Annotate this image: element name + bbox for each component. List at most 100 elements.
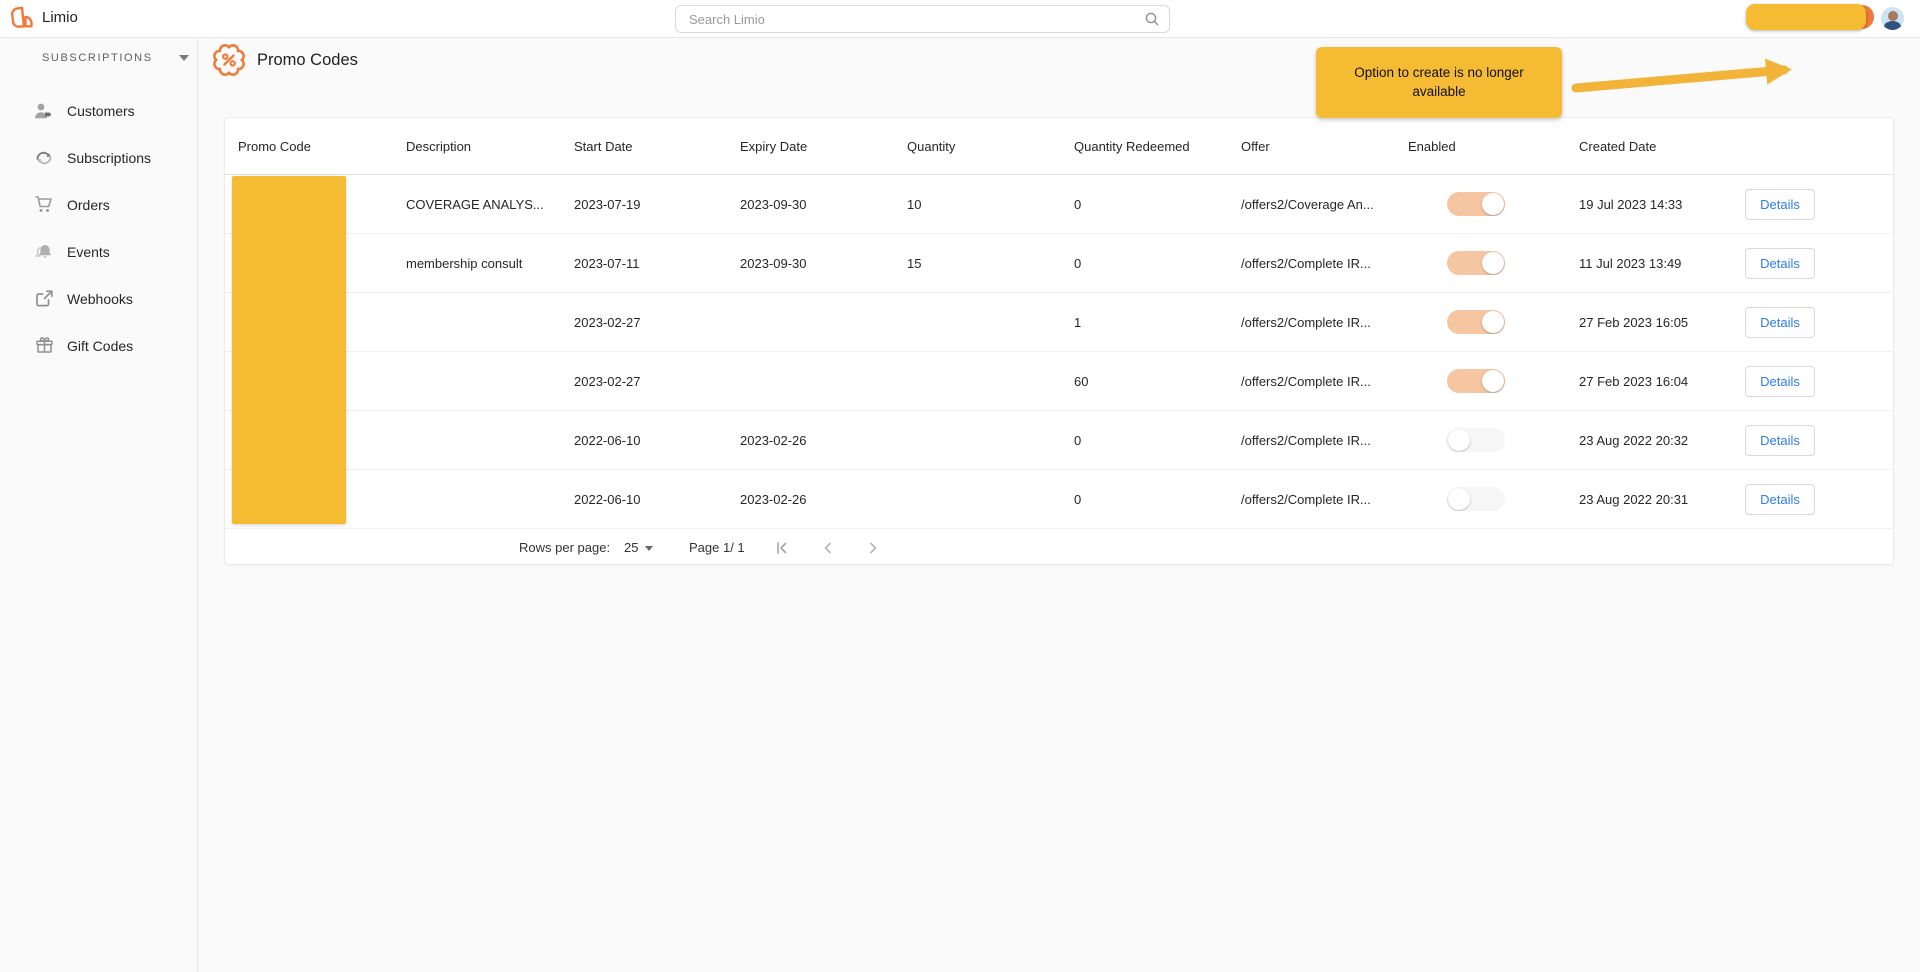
cell-created-date: 23 Aug 2022 20:31 [1579,491,1689,507]
sidebar-item-webhooks[interactable]: Webhooks [0,275,197,322]
sidebar-item-label: Orders [67,196,110,213]
chevron-down-icon [645,546,654,551]
column-header: Created Date [1579,138,1657,154]
cell-expiry-date: 2023-09-30 [740,255,807,271]
column-header: Expiry Date [740,138,808,154]
sidebar-item-customers[interactable]: Customers [0,87,197,134]
external-link-icon [32,289,56,308]
sidebar-item-label: Events [67,243,110,260]
enabled-toggle[interactable] [1447,487,1505,511]
chevron-down-icon [179,55,189,61]
sidebar-item-orders[interactable]: Orders [0,181,197,228]
cell-quantity-redeemed: 0 [1074,432,1082,448]
annotation-note: Option to create is no longer available [1316,47,1562,118]
table-row: 2022-06-10 2023-02-26 0/offers2/Complete I… [225,411,1893,470]
toggle-knob [1448,429,1470,451]
sidebar-item-gift-codes[interactable]: Gift Codes [0,322,197,369]
toggle-knob [1448,488,1470,510]
previous-page-button[interactable] [817,537,839,559]
cell-start-date: 2023-07-11 [574,255,640,271]
enabled-toggle[interactable] [1447,310,1505,334]
cell-quantity-redeemed: 1 [1074,314,1082,330]
sidebar-item-subscriptions[interactable]: Subscriptions [0,134,197,181]
details-button[interactable]: Details [1745,365,1815,397]
rows-per-page-value: 25 [624,540,639,555]
cell-created-date: 11 Jul 2023 13:49 [1579,255,1682,271]
details-button[interactable]: Details [1745,424,1815,456]
cell-actions: Details [1745,188,1893,220]
cell-enabled [1408,369,1579,393]
avatar-body [1884,21,1901,30]
enabled-toggle[interactable] [1447,192,1505,216]
sidebar-item-label: Gift Codes [67,337,134,354]
user-avatar[interactable] [1881,7,1904,30]
promo-codes-badge-icon [212,43,246,82]
subscriptions-icon [32,149,56,167]
cell-start-date: 2023-02-27 [574,373,641,389]
redaction-overlay [1746,4,1866,30]
column-header: Enabled [1408,138,1456,154]
topbar: Limio [0,0,1920,38]
cell-start-date: 2023-07-19 [574,196,641,212]
details-button[interactable]: Details [1745,247,1815,279]
rows-per-page-select[interactable]: 25 [624,540,654,555]
enabled-toggle[interactable] [1447,428,1505,452]
sidebar-item-label: Webhooks [67,290,133,307]
customers-icon [32,102,56,120]
cell-enabled [1408,310,1579,334]
cell-actions: Details [1745,483,1893,515]
cell-expiry-date: 2023-02-26 [740,491,807,507]
cell-description: membership consult [406,255,523,271]
promo-codes-table: Promo Code Description Start Date Expiry Da… [224,117,1894,565]
details-button[interactable]: Details [1745,306,1815,338]
table-row: 2023-02-27 1/offers2/Complete IR... 27 Feb… [225,293,1893,352]
annotation-arrow-icon [1571,58,1792,93]
column-header: Offer [1241,138,1270,154]
sidebar-item-label: Subscriptions [67,149,152,166]
details-button[interactable]: Details [1745,483,1815,515]
logo-text: Limio [42,9,78,26]
cell-enabled [1408,192,1579,216]
search-input[interactable] [675,5,1170,33]
cell-actions: Details [1745,247,1893,279]
cell-enabled [1408,428,1579,452]
sidebar-item-events[interactable]: Events [0,228,197,275]
cell-actions: Details [1745,365,1893,397]
app-logo[interactable]: Limio [10,5,78,30]
toggle-knob [1482,252,1504,274]
sidebar-section-label: SUBSCRIPTIONS [42,52,153,64]
cell-quantity-redeemed: 0 [1074,491,1082,507]
redaction-overlay [232,176,346,524]
column-header: Quantity [907,138,956,154]
cell-enabled [1408,251,1579,275]
cell-actions: Details [1745,424,1893,456]
table-row: membership consult 2023-07-11 2023-09-30 15… [225,234,1893,293]
details-button[interactable]: Details [1745,188,1815,220]
cell-description: COVERAGE ANALYS... [406,196,544,212]
rows-per-page-label: Rows per page: [519,540,611,555]
sidebar: SUBSCRIPTIONS Customers [0,39,198,972]
toggle-knob [1482,193,1504,215]
cell-created-date: 27 Feb 2023 16:04 [1579,373,1689,389]
cell-offer: /offers2/Complete IR... [1241,373,1371,389]
table-row: 2023-02-27 60/offers2/Complete IR... 27 Fe… [225,352,1893,411]
first-page-button[interactable] [771,537,793,559]
enabled-toggle[interactable] [1447,251,1505,275]
table-row: COVERAGE ANALYS... 2023-07-19 2023-09-30 10… [225,175,1893,234]
gift-icon [32,336,56,355]
cell-quantity-redeemed: 60 [1074,373,1089,389]
cell-quantity-redeemed: 0 [1074,196,1082,212]
column-header: Quantity Redeemed [1074,138,1190,154]
toggle-knob [1482,311,1504,333]
enabled-toggle[interactable] [1447,369,1505,393]
cart-icon [32,195,56,214]
cell-actions: Details [1745,306,1893,338]
pagination-bar: Rows per page: 25 Page 1/ 1 [225,529,1893,565]
sidebar-section-subscriptions[interactable]: SUBSCRIPTIONS [0,41,197,75]
page-indicator: Page 1/ 1 [689,540,745,555]
table-body: COVERAGE ANALYS... 2023-07-19 2023-09-30 1 0… [225,175,1893,529]
next-page-button[interactable] [862,537,884,559]
cell-start-date: 2022-06-10 [574,491,641,507]
cell-expiry-date: 2023-02-26 [740,432,807,448]
cell-enabled [1408,487,1579,511]
